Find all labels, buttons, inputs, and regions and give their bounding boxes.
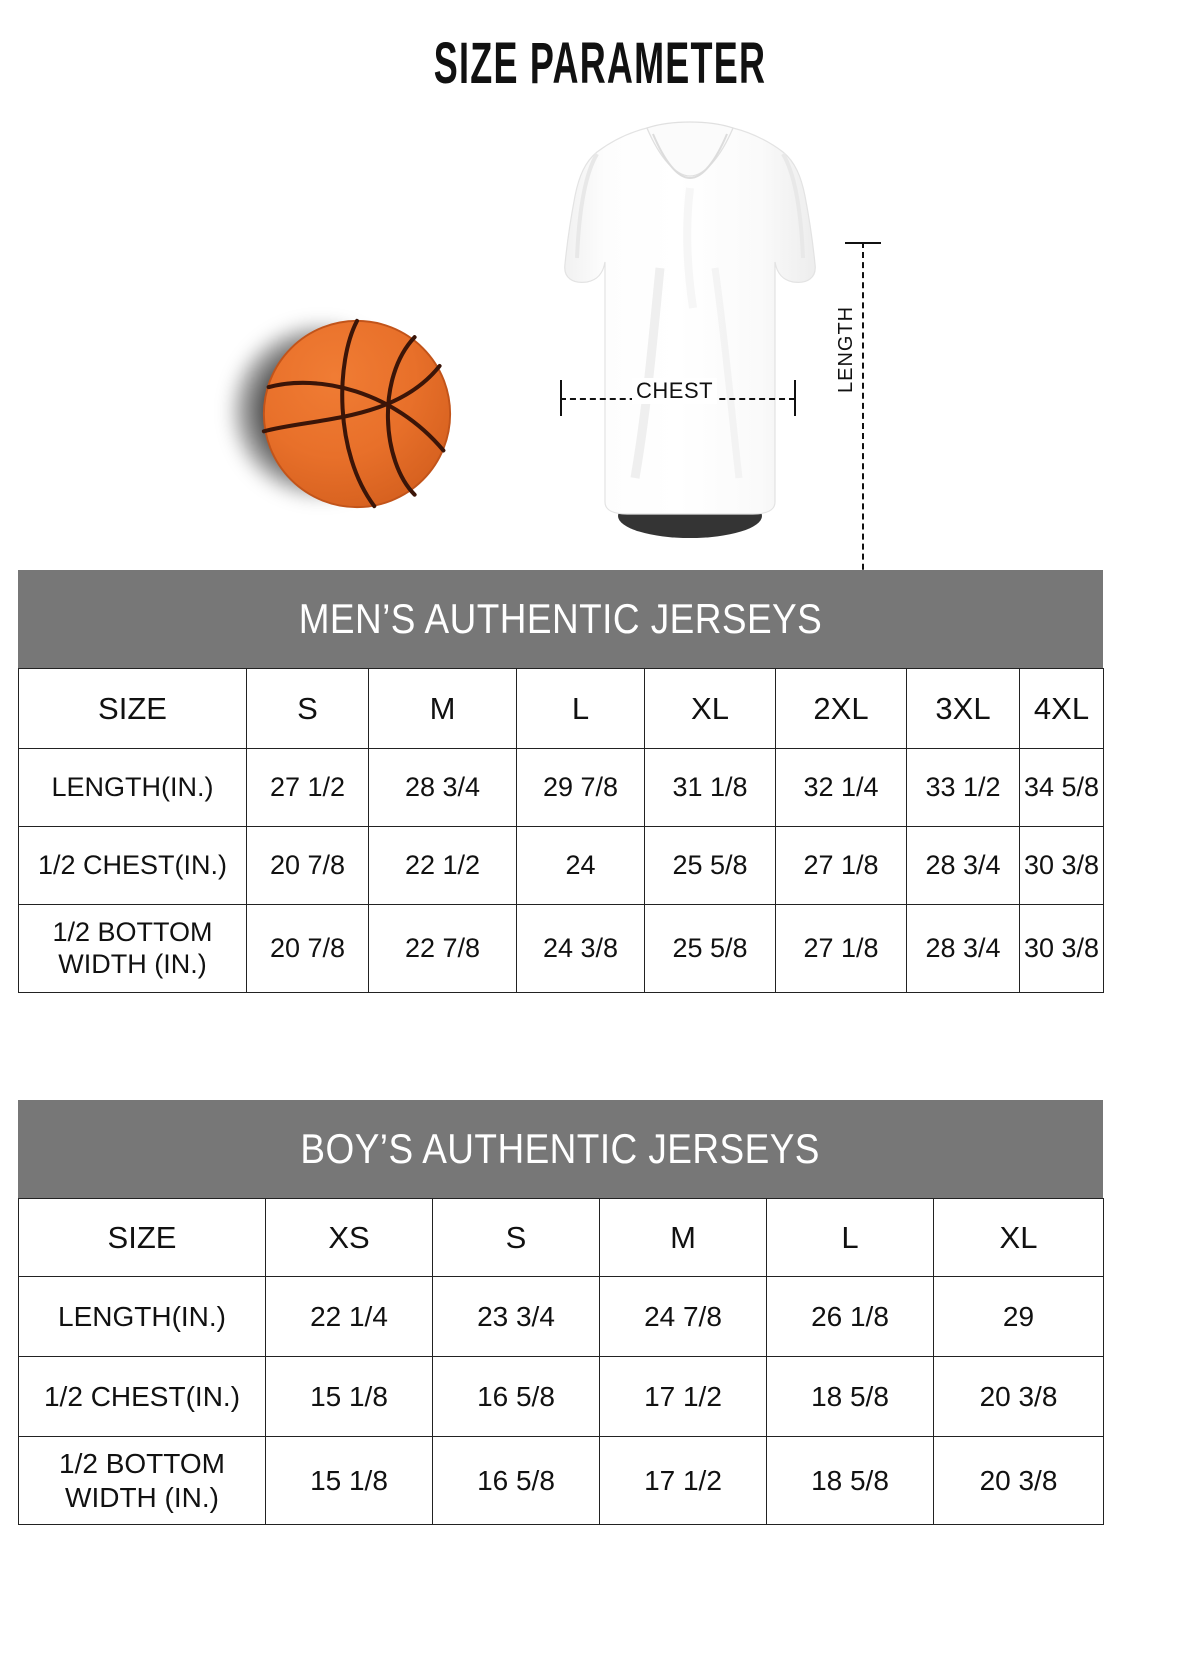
cell-length-4xl: 34 5/8 (1019, 748, 1104, 827)
cell-bottom-2xl: 27 1/8 (775, 904, 907, 993)
row-label-half-bottom-width: 1/2 BOTTOM WIDTH (IN.) (18, 904, 247, 993)
length-dimension-line (862, 242, 864, 620)
cell-bottom-m: 22 7/8 (368, 904, 517, 993)
table-row: 1/2 CHEST(IN.) 20 7/8 22 1/2 24 25 5/8 2… (18, 826, 1104, 905)
table-row: 1/2 CHEST(IN.) 15 1/8 16 5/8 17 1/2 18 5… (18, 1356, 1104, 1437)
cell-length-m: 24 7/8 (599, 1276, 767, 1357)
cell-chest-xl: 25 5/8 (644, 826, 776, 905)
row-label-line2: WIDTH (IN.) (65, 1481, 219, 1513)
header-cell-xs: XS (265, 1198, 433, 1277)
cell-length-3xl: 33 1/2 (906, 748, 1020, 827)
header-cell-2xl: 2XL (775, 668, 907, 749)
mens-table-block: MEN’S AUTHENTIC JERSEYS SIZE S M L XL 2X… (18, 570, 1104, 993)
illustration-area: CHEST LENGTH (0, 110, 1200, 620)
cell-length-xs: 22 1/4 (265, 1276, 433, 1357)
row-label-half-bottom-width: 1/2 BOTTOM WIDTH (IN.) (18, 1436, 266, 1525)
cell-length-m: 28 3/4 (368, 748, 517, 827)
table-row: LENGTH(IN.) 22 1/4 23 3/4 24 7/8 26 1/8 … (18, 1276, 1104, 1357)
cell-chest-l: 24 (516, 826, 645, 905)
chest-dimension-label: CHEST (632, 378, 718, 404)
cell-bottom-3xl: 28 3/4 (906, 904, 1020, 993)
header-cell-size: SIZE (18, 668, 247, 749)
header-cell-xl: XL (644, 668, 776, 749)
cell-bottom-xl: 20 3/8 (933, 1436, 1104, 1525)
table-row: 1/2 BOTTOM WIDTH (IN.) 20 7/8 22 7/8 24 … (18, 904, 1104, 993)
cell-chest-m: 22 1/2 (368, 826, 517, 905)
cell-bottom-m: 17 1/2 (599, 1436, 767, 1525)
header-cell-s: S (246, 668, 369, 749)
cell-chest-2xl: 27 1/8 (775, 826, 907, 905)
boys-table-title: BOY’S AUTHENTIC JERSEYS (300, 1125, 821, 1172)
header-cell-3xl: 3XL (906, 668, 1020, 749)
cell-chest-3xl: 28 3/4 (906, 826, 1020, 905)
row-label-length: LENGTH(IN.) (18, 1276, 266, 1357)
cell-bottom-xs: 15 1/8 (265, 1436, 433, 1525)
cell-bottom-s: 20 7/8 (246, 904, 369, 993)
cell-chest-s: 20 7/8 (246, 826, 369, 905)
page-title: SIZE PARAMETER (433, 31, 767, 96)
cell-bottom-s: 16 5/8 (432, 1436, 600, 1525)
cell-chest-l: 18 5/8 (766, 1356, 934, 1437)
header-cell-m: M (368, 668, 517, 749)
length-dimension-label: LENGTH (833, 300, 860, 398)
cell-chest-m: 17 1/2 (599, 1356, 767, 1437)
row-label-line1: 1/2 BOTTOM (59, 1448, 225, 1480)
mens-table-title: MEN’S AUTHENTIC JERSEYS (298, 595, 823, 642)
cell-length-s: 23 3/4 (432, 1276, 600, 1357)
chest-tick-right (794, 380, 796, 416)
header-cell-size: SIZE (18, 1198, 266, 1277)
header-cell-4xl: 4XL (1019, 668, 1104, 749)
mens-table-title-band: MEN’S AUTHENTIC JERSEYS (18, 570, 1103, 668)
cell-bottom-l: 18 5/8 (766, 1436, 934, 1525)
mens-size-table: SIZE S M L XL 2XL 3XL 4XL LENGTH(IN.) 27… (18, 668, 1104, 993)
table-row-header: SIZE XS S M L XL (18, 1198, 1104, 1277)
header-cell-l: L (516, 668, 645, 749)
cell-chest-xs: 15 1/8 (265, 1356, 433, 1437)
boys-table-block: BOY’S AUTHENTIC JERSEYS SIZE XS S M L XL… (18, 1100, 1104, 1525)
table-row-header: SIZE S M L XL 2XL 3XL 4XL (18, 668, 1104, 749)
cell-length-xl: 31 1/8 (644, 748, 776, 827)
row-label-line2: WIDTH (IN.) (58, 948, 207, 979)
cell-bottom-l: 24 3/8 (516, 904, 645, 993)
boys-table-title-band: BOY’S AUTHENTIC JERSEYS (18, 1100, 1103, 1198)
jersey-illustration (564, 121, 816, 538)
row-label-length: LENGTH(IN.) (18, 748, 247, 827)
header-cell-xl: XL (933, 1198, 1104, 1277)
cell-length-2xl: 32 1/4 (775, 748, 907, 827)
row-label-line1: 1/2 BOTTOM (52, 916, 213, 947)
cell-length-s: 27 1/2 (246, 748, 369, 827)
cell-chest-4xl: 30 3/8 (1019, 826, 1104, 905)
header-cell-l: L (766, 1198, 934, 1277)
basketball-icon (261, 318, 452, 509)
header-cell-m: M (599, 1198, 767, 1277)
cell-length-l: 26 1/8 (766, 1276, 934, 1357)
table-row: 1/2 BOTTOM WIDTH (IN.) 15 1/8 16 5/8 17 … (18, 1436, 1104, 1525)
cell-bottom-xl: 25 5/8 (644, 904, 776, 993)
cell-length-l: 29 7/8 (516, 748, 645, 827)
table-row: LENGTH(IN.) 27 1/2 28 3/4 29 7/8 31 1/8 … (18, 748, 1104, 827)
cell-length-xl: 29 (933, 1276, 1104, 1357)
cell-bottom-4xl: 30 3/8 (1019, 904, 1104, 993)
cell-chest-s: 16 5/8 (432, 1356, 600, 1437)
boys-size-table: SIZE XS S M L XL LENGTH(IN.) 22 1/4 23 3… (18, 1198, 1104, 1525)
basketball-illustration (225, 290, 485, 550)
row-label-half-chest: 1/2 CHEST(IN.) (18, 1356, 266, 1437)
cell-chest-xl: 20 3/8 (933, 1356, 1104, 1437)
header-cell-s: S (432, 1198, 600, 1277)
row-label-half-chest: 1/2 CHEST(IN.) (18, 826, 247, 905)
